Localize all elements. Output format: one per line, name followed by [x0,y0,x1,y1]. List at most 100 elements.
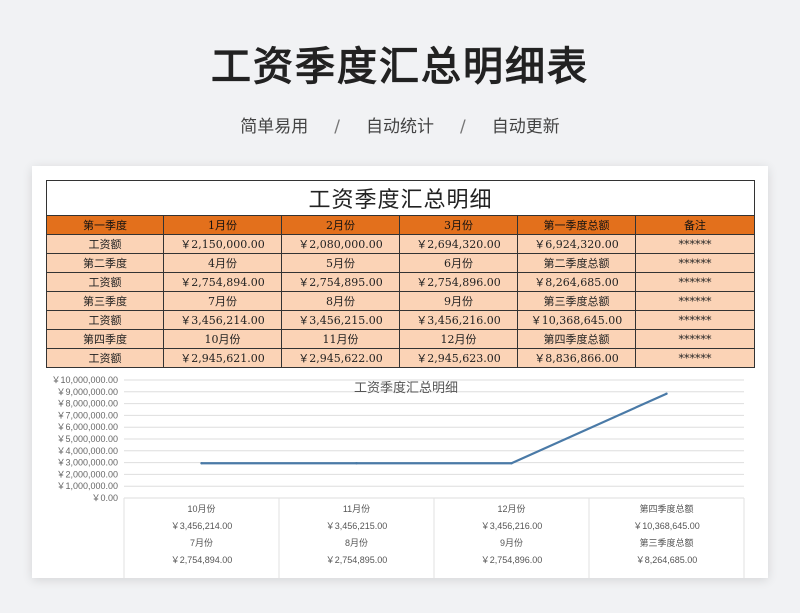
x-category-label: 8月份 [345,537,368,548]
tag-separator: / [334,117,340,137]
table-cell: ￥8,836,866.00 [517,348,636,368]
table-cell: 工资额 [46,310,164,330]
table-cell: 3月份 [399,215,518,235]
y-tick-label: ￥10,000,000.00 [51,375,118,385]
table-row: 第四季度 10月份 11月份 12月份 第四季度总额 ****** [46,329,756,349]
y-tick-label: ￥6,000,000.00 [56,422,118,432]
data-point [355,462,358,465]
table-cell: 第四季度总额 [517,329,636,349]
x-category-label: 12月份 [497,503,525,514]
y-tick-label: ￥5,000,000.00 [56,434,118,444]
series-line [201,392,667,465]
y-tick-label: ￥4,000,000.00 [56,446,118,456]
x-category-label: 第三季度总额 [639,537,693,548]
table-row: 工资额 ￥2,754,894.00 ￥2,754,895.00 ￥2,754,896.… [46,272,756,292]
y-tick-label: ￥0.00 [91,493,118,503]
tag-easy: 简单易用 [240,117,309,137]
table-cell: ****** [634,310,756,330]
y-tick-label: ￥7,000,000.00 [56,410,118,420]
table-cell: 4月份 [163,253,282,273]
table-cell: 第二季度总额 [517,253,636,273]
table-cell: ￥6,924,320.00 [517,234,636,254]
table-cell: 6月份 [399,253,518,273]
table-cell: 备注 [634,215,756,235]
table-cell: ￥2,945,621.00 [163,348,282,368]
x-category-label: 10月份 [187,503,215,514]
table-cell: 第四季度 [46,329,164,349]
tag-auto-update: 自动更新 [491,117,560,137]
table-row: 第二季度 4月份 5月份 6月份 第二季度总额 ****** [46,253,756,273]
table-cell: 11月份 [281,329,400,349]
x-category-label: ￥8,264,685.00 [636,555,698,565]
table-cell: 第一季度总额 [517,215,636,235]
table-row: 工资额 ￥3,456,214.00 ￥3,456,215.00 ￥3,456,216.… [46,310,756,330]
table-cell: 7月份 [163,291,282,311]
x-category-label: 9月份 [500,537,523,548]
chart-canvas: ￥10,000,000.00 ￥9,000,000.00 ￥8,000,000.00… [51,375,745,578]
table-cell: 1月份 [163,215,282,235]
data-point [200,462,203,465]
table-cell: ****** [634,234,756,254]
table-cell: 工资额 [46,272,164,292]
x-category-label: 11月份 [343,503,370,514]
table-cell: 12月份 [399,329,518,349]
table-cell: 工资额 [46,348,164,368]
table-row: 第三季度 7月份 8月份 9月份 第三季度总额 ****** [46,291,756,311]
table-cell: ￥2,694,320.00 [399,234,518,254]
table-cell: ￥2,754,896.00 [399,272,518,292]
x-category-label: ￥3,456,216.00 [481,521,543,531]
x-category-label: ￥2,754,894.00 [171,555,233,565]
y-tick-label: ￥9,000,000.00 [56,387,118,397]
data-point [510,462,513,465]
table-row: 工资额 ￥2,945,621.00 ￥2,945,622.00 ￥2,945,623.… [46,348,756,368]
table-cell: ****** [634,272,756,292]
feature-tags: 简单易用 / 自动统计 / 自动更新 [0,112,800,137]
table-cell: ￥3,456,214.00 [163,310,282,330]
table-cell: 工资额 [46,234,164,254]
table-cell: ￥2,754,894.00 [163,272,282,292]
table-cell: ￥2,150,000.00 [163,234,282,254]
table-cell: 10月份 [163,329,282,349]
tag-auto-stat: 自动统计 [366,117,434,137]
table-cell: 2月份 [281,215,400,235]
y-tick-label: ￥1,000,000.00 [56,481,118,491]
table-cell: ￥10,368,645.00 [517,310,636,330]
table-cell: 第一季度 [46,215,164,235]
table-cell: ￥3,456,215.00 [281,310,400,330]
table-cell: 第三季度 [46,291,164,311]
y-tick-label: ￥2,000,000.00 [56,469,118,479]
x-category-label: ￥2,754,895.00 [326,555,388,565]
table-cell: ￥2,080,000.00 [281,234,400,254]
tag-separator: / [460,117,466,137]
table-cell: 5月份 [281,253,400,273]
y-tick-label: ￥3,000,000.00 [56,458,118,468]
table-row: 工资额 ￥2,150,000.00 ￥2,080,000.00 ￥2,694,320.… [46,234,756,254]
table-title: 工资季度汇总明细 [45,180,756,216]
table-cell: ****** [634,329,756,349]
salary-table: 工资季度汇总明细 第一季度 1月份 2月份 3月份 第一季度总额 备注 工资额 ￥2,150,… [45,180,756,368]
table-cell: ￥3,456,216.00 [399,310,518,330]
y-tick-label: ￥8,000,000.00 [56,399,118,409]
table-cell: ****** [634,291,756,311]
x-category-label: ￥2,754,896.00 [481,555,543,565]
table-cell: ￥2,754,895.00 [281,272,400,292]
page-title: 工资季度汇总明细表 [211,44,589,90]
chart-title: 工资季度汇总明细 [354,380,458,396]
x-category-label: ￥10,368,645.00 [633,521,700,531]
table-cell: ****** [634,253,756,273]
x-category-label: 第四季度总额 [639,503,693,514]
table-cell: 第二季度 [46,253,164,273]
x-category-label: ￥3,456,214.00 [171,521,233,531]
table-cell: ****** [634,348,756,368]
x-category-label: ￥3,456,215.00 [326,521,388,531]
table-cell: 第三季度总额 [517,291,636,311]
table-header-row: 第一季度 1月份 2月份 3月份 第一季度总额 备注 [46,215,756,235]
x-category-label: 7月份 [190,537,213,548]
salary-line-chart: ￥10,000,000.00 ￥9,000,000.00 ￥8,000,000.00… [46,372,754,578]
table-cell: 9月份 [399,291,518,311]
table-cell: ￥2,945,622.00 [281,348,400,368]
spreadsheet-preview: 工资季度汇总明细 第一季度 1月份 2月份 3月份 第一季度总额 备注 工资额 ￥2,150,… [32,166,768,578]
table-cell: 8月份 [281,291,400,311]
table-cell: ￥8,264,685.00 [517,272,636,292]
table-cell: ￥2,945,623.00 [399,348,518,368]
